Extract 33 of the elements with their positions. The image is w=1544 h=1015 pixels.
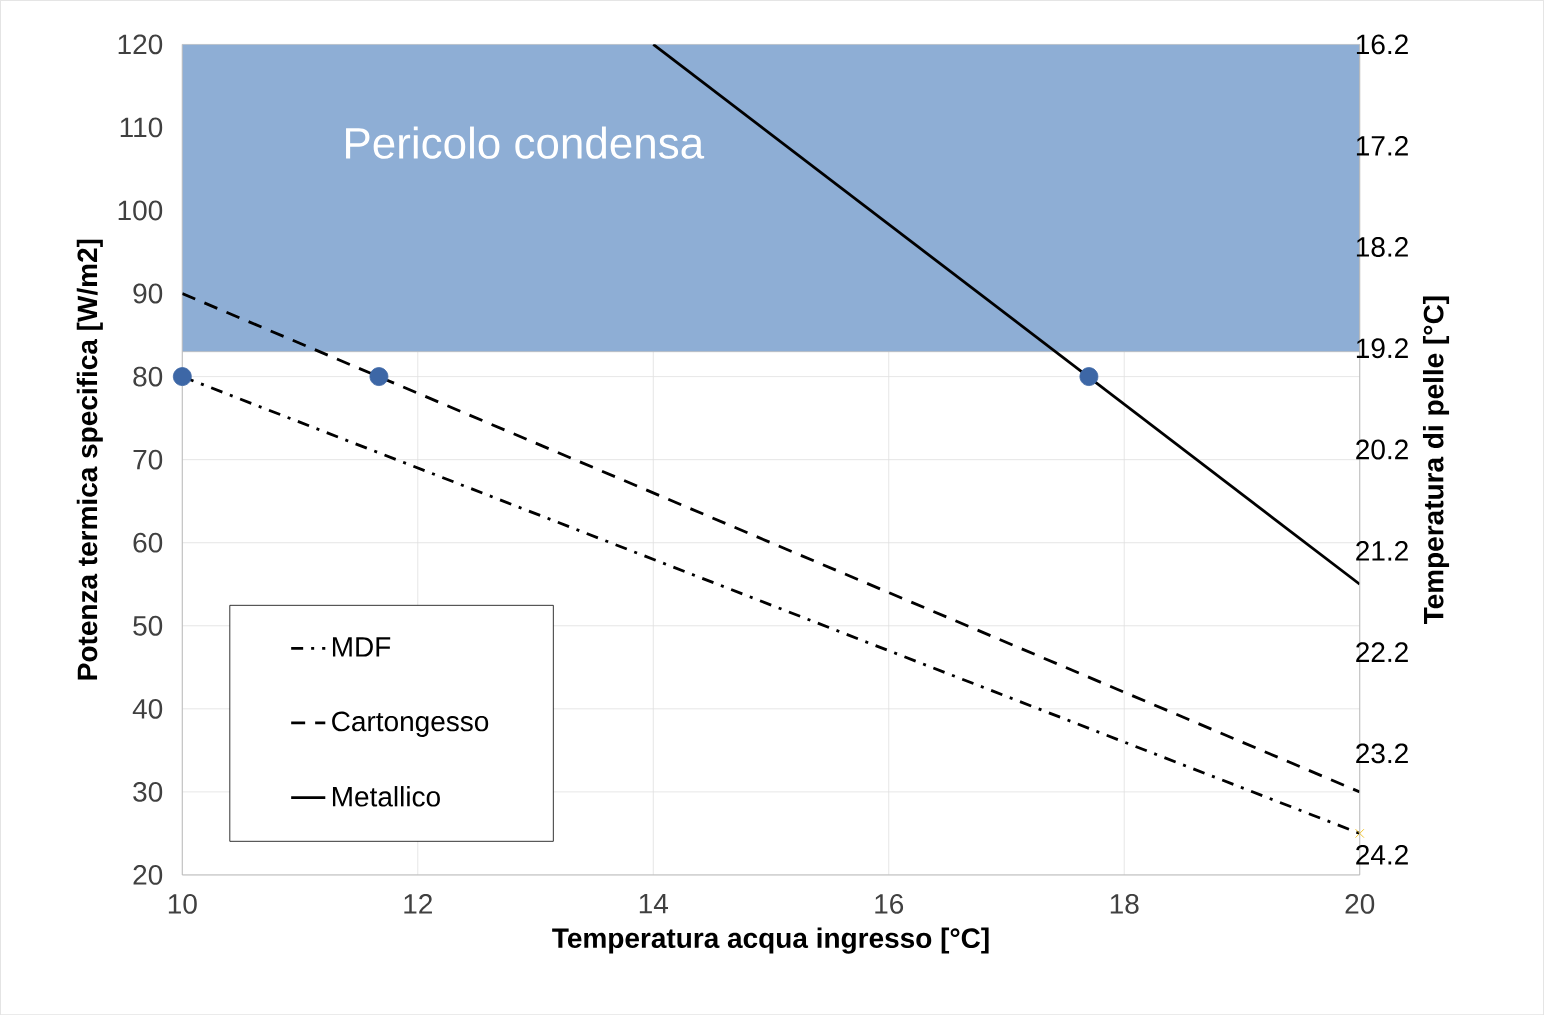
- y2-tick-label: 19.2: [1356, 338, 1408, 359]
- x-tick-label: 12: [404, 893, 432, 914]
- y-tick-label: 30: [133, 781, 163, 802]
- legend-label: Metallico: [332, 785, 440, 807]
- y2-tick-label: 20.2: [1356, 439, 1408, 460]
- legend-label: MDF: [332, 637, 391, 657]
- y2-tick-label: 18.2: [1356, 236, 1408, 257]
- x-tick-label: 10: [168, 893, 197, 914]
- y-tick-label: 70: [133, 449, 163, 470]
- y2-tick-label: 24.2: [1356, 844, 1408, 865]
- band-label: Pericolo condensa: [346, 126, 705, 159]
- y-tick-label: 90: [133, 283, 163, 304]
- y-axis-title: Potenza termica specifica [W/m2]: [76, 239, 103, 680]
- y-tick-label: 100: [118, 200, 163, 221]
- y-tick-label: 80: [133, 366, 163, 387]
- legend-label: Cartongesso: [332, 711, 489, 737]
- x-tick-label: 16: [875, 893, 904, 914]
- x-tick-label: 18: [1110, 893, 1139, 914]
- y-tick-label: 110: [120, 117, 163, 138]
- y-tick-label: 50: [133, 615, 163, 636]
- y2-tick-label: 21.2: [1356, 540, 1408, 561]
- y2-tick-label: 16.2: [1356, 34, 1408, 55]
- y-tick-label: 60: [133, 532, 163, 553]
- y-tick-label: 40: [132, 698, 163, 719]
- x-tick-label: 14: [639, 893, 668, 914]
- y2-tick-label: 22.2: [1356, 642, 1408, 662]
- y2-tick-label: 17.2: [1356, 135, 1408, 156]
- y2-tick-label: 23.2: [1356, 743, 1408, 764]
- x-axis-title: Temperatura acqua ingresso [°C]: [552, 927, 989, 954]
- y-tick-label: 20: [133, 864, 163, 885]
- y2-axis-title: Temperatura di pelle [°C]: [1422, 296, 1450, 624]
- x-tick-label: 20: [1345, 893, 1375, 914]
- y-tick-label: 120: [118, 34, 163, 55]
